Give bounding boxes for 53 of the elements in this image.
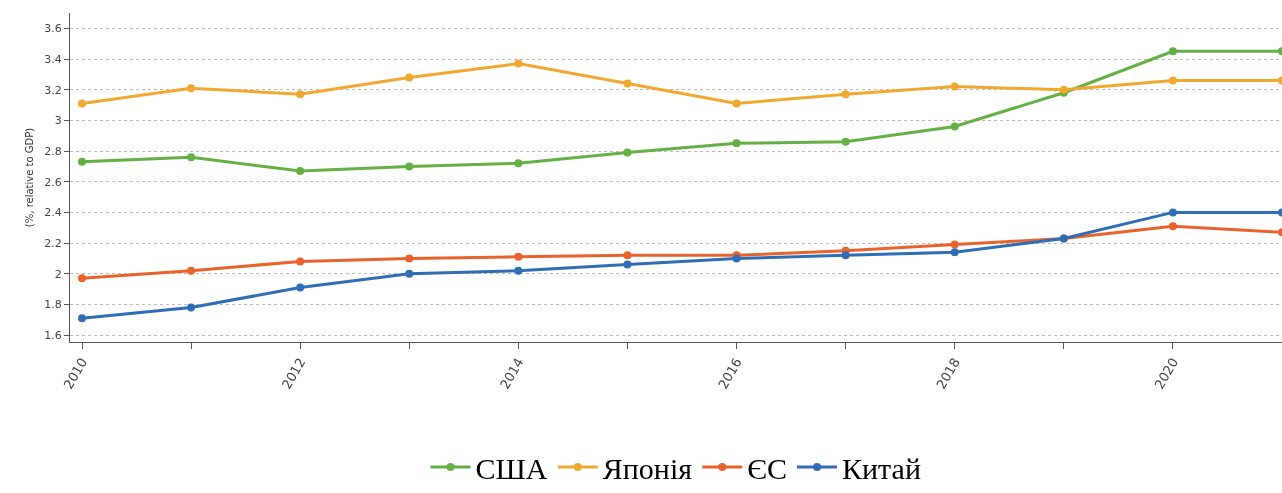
point [514, 159, 523, 168]
point [405, 73, 414, 82]
y-tick-label: 3 [54, 114, 62, 128]
point [296, 283, 305, 292]
point [78, 314, 86, 323]
point [187, 153, 196, 162]
point [1168, 76, 1177, 85]
point [841, 137, 850, 146]
point [732, 99, 741, 108]
point [296, 90, 305, 99]
y-tick-label: 3.4 [44, 52, 62, 66]
point [1168, 208, 1177, 217]
y-tick-label: 3.2 [44, 83, 62, 97]
y-tick-label: 1.6 [44, 328, 62, 342]
point [1168, 222, 1177, 231]
point [405, 269, 414, 278]
legend-label: США [475, 451, 548, 485]
point [841, 251, 850, 260]
point [950, 82, 959, 91]
point [1168, 47, 1177, 56]
y-tick-label: 1.8 [44, 298, 62, 312]
point [187, 303, 196, 312]
point [514, 266, 523, 275]
y-tick-label: 2.2 [44, 236, 62, 250]
point [296, 166, 305, 175]
point [514, 59, 523, 68]
y-tick-label: 3.6 [44, 22, 62, 36]
point [950, 248, 959, 257]
point [78, 274, 86, 283]
point [78, 99, 86, 108]
point [514, 252, 523, 261]
point [405, 162, 414, 171]
y-tick-label: 2.4 [44, 206, 62, 220]
legend-label: Японія [602, 451, 693, 485]
point [623, 79, 632, 88]
point [623, 260, 632, 269]
point [950, 122, 959, 131]
legend-label: Китай [842, 451, 921, 485]
point [296, 257, 305, 266]
point [841, 90, 850, 99]
point [732, 139, 741, 148]
point [78, 157, 86, 166]
y-tick-label: 2 [54, 267, 62, 281]
point [187, 266, 196, 275]
y-tick-label: 2.6 [44, 175, 62, 189]
y-tick-label: 2.8 [44, 144, 62, 158]
point [623, 148, 632, 157]
point [405, 254, 414, 263]
point [187, 84, 196, 93]
point [950, 240, 959, 249]
legend-label: ЄС [747, 451, 788, 485]
y-axis-title: (%, relative to GDP) [24, 127, 36, 228]
point [623, 251, 632, 260]
